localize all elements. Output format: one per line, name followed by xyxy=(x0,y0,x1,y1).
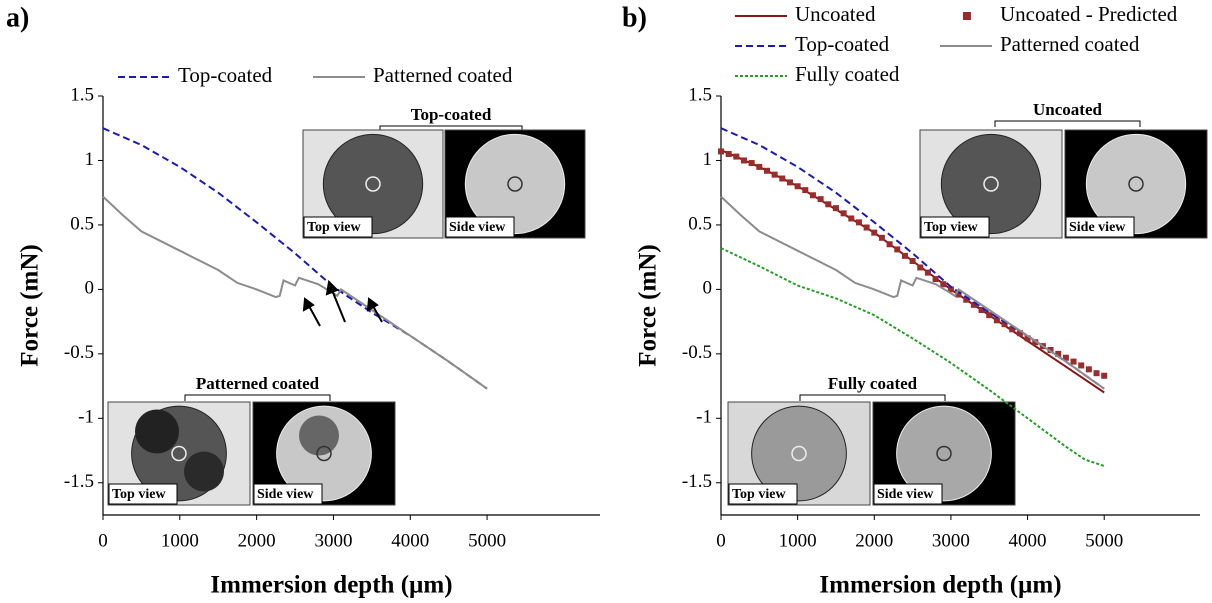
marker xyxy=(787,179,793,185)
marker xyxy=(856,219,862,225)
x-tick-label: 5000 xyxy=(1085,530,1123,551)
x-tick-label: 3000 xyxy=(932,530,970,551)
x-axis-title: Immersion depth (µm) xyxy=(819,572,1061,599)
inset-bracket xyxy=(185,395,330,401)
y-tick-label: -1.5 xyxy=(682,471,712,492)
inset-title: Uncoated xyxy=(1033,100,1102,119)
view-label: Top view xyxy=(732,487,786,502)
inset-coating xyxy=(135,410,179,454)
marker xyxy=(910,258,916,264)
x-tick-label: 2000 xyxy=(238,530,276,551)
figure: a) 1.5 1 0.5 0 -0.5 -1 -1.5 0 1000 2000 3000 4000 500… xyxy=(0,0,1212,603)
marker xyxy=(940,281,946,287)
x-tick-label: 3000 xyxy=(314,530,352,551)
x-tick-label: 0 xyxy=(98,530,108,551)
marker xyxy=(925,270,931,276)
y-tick-label: 0 xyxy=(85,278,95,299)
y-tick-label: 0.5 xyxy=(70,213,94,234)
panel: a) 1.5 1 0.5 0 -0.5 -1 -1.5 0 1000 2000 3000 4000 500… xyxy=(6,2,600,598)
marker xyxy=(894,246,900,252)
marker xyxy=(833,205,839,211)
y-tick-label: -0.5 xyxy=(64,342,94,363)
panel-label: a) xyxy=(6,2,29,33)
x-tick-label: 5000 xyxy=(468,530,506,551)
legend-label: Top-coated xyxy=(795,32,890,56)
legend-label: Uncoated xyxy=(795,2,876,26)
marker xyxy=(749,160,755,166)
view-label: Side view xyxy=(449,220,506,235)
inset-bracket xyxy=(995,121,1140,127)
marker xyxy=(764,168,770,174)
marker xyxy=(887,241,893,247)
page: {"chart_data": [ {"type": "line", "label… xyxy=(0,0,1212,603)
marker xyxy=(871,230,877,236)
marker xyxy=(795,183,801,189)
view-label: Side view xyxy=(1069,220,1126,235)
panel-label: b) xyxy=(622,2,647,33)
x-tick-label: 1000 xyxy=(161,530,199,551)
inset-coating xyxy=(184,452,224,492)
y-tick-label: 1 xyxy=(85,149,95,170)
y-tick-label: 1.5 xyxy=(70,84,94,105)
marker xyxy=(879,235,885,241)
marker xyxy=(741,157,747,163)
marker xyxy=(848,215,854,221)
x-tick-label: 2000 xyxy=(855,530,893,551)
y-tick-label: -0.5 xyxy=(682,342,712,363)
y-tick-label: 0.5 xyxy=(688,213,712,234)
arrows xyxy=(304,282,382,326)
marker xyxy=(1071,359,1077,365)
marker xyxy=(718,148,724,154)
y-tick-label: 0 xyxy=(703,278,713,299)
inset-title: Fully coated xyxy=(828,374,918,393)
inset-title: Top-coated xyxy=(411,105,492,124)
marker xyxy=(772,172,778,178)
panel: b) 1.5 1 0.5 0 -0.5 -1 -1.5 0 1000 2000 3000 4000 500… xyxy=(622,2,1207,599)
marker xyxy=(1078,362,1084,368)
x-tick-label: 4000 xyxy=(391,530,429,551)
legend-label: Patterned coated xyxy=(373,63,513,87)
marker xyxy=(802,187,808,193)
y-axis-title: Force (mN) xyxy=(635,244,662,366)
marker xyxy=(779,176,785,182)
legend-label: Fully coated xyxy=(795,62,900,86)
legend-label: Patterned coated xyxy=(1000,32,1140,56)
view-label: Top view xyxy=(112,487,166,502)
marker xyxy=(818,196,824,202)
legend-marker xyxy=(963,12,971,20)
y-axis-title: Force (mN) xyxy=(17,244,44,366)
view-label: Top view xyxy=(924,220,978,235)
marker xyxy=(1101,373,1107,379)
x-tick-label: 0 xyxy=(716,530,726,551)
view-label: Side view xyxy=(257,487,314,502)
view-label: Side view xyxy=(877,487,934,502)
y-tick-label: -1 xyxy=(78,407,94,428)
inset-title: Patterned coated xyxy=(196,374,320,393)
marker xyxy=(933,276,939,282)
marker xyxy=(902,253,908,259)
marker xyxy=(756,164,762,170)
marker xyxy=(1094,370,1100,376)
marker xyxy=(917,264,923,270)
y-tick-label: 1.5 xyxy=(688,84,712,105)
legend-label: Top-coated xyxy=(178,63,273,87)
marker xyxy=(733,154,739,160)
x-axis-title: Immersion depth (µm) xyxy=(210,572,452,599)
marker xyxy=(841,210,847,216)
view-label: Top view xyxy=(307,220,361,235)
legend-label: Uncoated - Predicted xyxy=(1000,2,1178,26)
marker xyxy=(825,201,831,207)
y-tick-label: -1.5 xyxy=(64,471,94,492)
marker xyxy=(810,192,816,198)
marker xyxy=(1086,366,1092,372)
x-tick-label: 1000 xyxy=(779,530,817,551)
marker xyxy=(726,151,732,157)
x-tick-label: 4000 xyxy=(1009,530,1047,551)
y-tick-label: 1 xyxy=(703,149,713,170)
marker xyxy=(986,312,992,318)
y-tick-label: -1 xyxy=(696,407,712,428)
inset-bracket xyxy=(800,395,945,401)
marker xyxy=(864,225,870,231)
